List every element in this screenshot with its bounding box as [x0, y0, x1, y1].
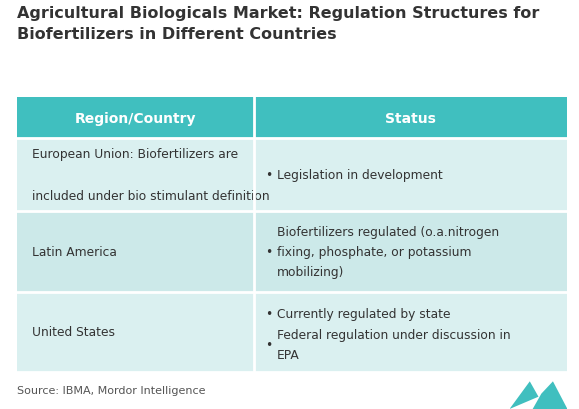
Text: Biofertilizers in Different Countries: Biofertilizers in Different Countries [17, 27, 337, 42]
Text: •: • [265, 307, 273, 320]
Text: United States: United States [32, 326, 115, 339]
Text: European Union: Biofertilizers are

included under bio stimulant definition: European Union: Biofertilizers are inclu… [32, 148, 269, 203]
Text: Region/Country: Region/Country [75, 112, 196, 126]
Text: •: • [265, 338, 273, 351]
Text: •: • [265, 169, 273, 182]
Text: Source: IBMA, Mordor Intelligence: Source: IBMA, Mordor Intelligence [17, 385, 206, 395]
Text: Federal regulation under discussion in
EPA: Federal regulation under discussion in E… [277, 328, 511, 361]
Polygon shape [533, 381, 567, 409]
Text: •: • [265, 245, 273, 258]
Text: Agricultural Biologicals Market: Regulation Structures for: Agricultural Biologicals Market: Regulat… [17, 6, 540, 21]
Polygon shape [510, 381, 538, 409]
Text: Legislation in development: Legislation in development [277, 169, 443, 182]
Text: Latin America: Latin America [32, 245, 117, 258]
Text: Currently regulated by state: Currently regulated by state [277, 307, 450, 320]
Text: Status: Status [385, 112, 436, 126]
Text: Biofertilizers regulated (o.a.nitrogen
fixing, phosphate, or potassium
mobilizin: Biofertilizers regulated (o.a.nitrogen f… [277, 225, 499, 278]
